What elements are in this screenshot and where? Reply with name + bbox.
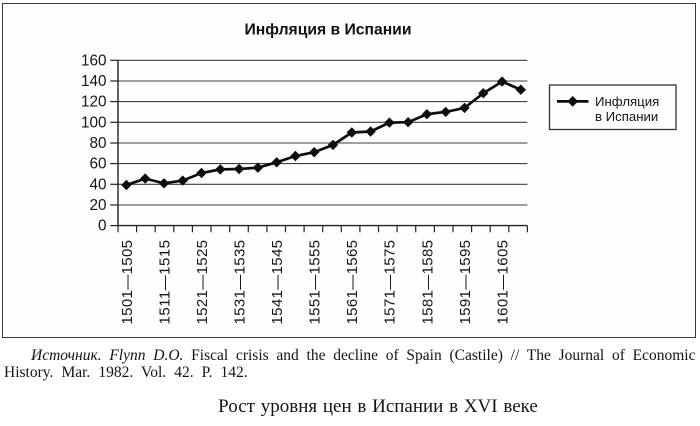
svg-text:120: 120: [81, 94, 107, 111]
svg-text:60: 60: [89, 156, 106, 173]
svg-text:1601—1605: 1601—1605: [494, 240, 511, 325]
svg-text:1581—1585: 1581—1585: [419, 240, 436, 325]
svg-text:1531—1535: 1531—1535: [232, 240, 249, 325]
svg-text:140: 140: [81, 73, 107, 90]
svg-text:1561—1565: 1561—1565: [344, 240, 361, 325]
svg-text:20: 20: [89, 197, 106, 214]
svg-text:100: 100: [81, 114, 107, 131]
svg-text:Инфляция в Испании: Инфляция в Испании: [245, 22, 412, 39]
svg-text:в Испании: в Испании: [595, 109, 658, 124]
svg-text:1571—1575: 1571—1575: [382, 240, 399, 325]
svg-text:80: 80: [89, 135, 106, 152]
svg-text:Инфляция: Инфляция: [595, 94, 659, 109]
svg-text:40: 40: [89, 176, 106, 193]
svg-text:1591—1595: 1591—1595: [457, 240, 474, 325]
svg-text:0: 0: [98, 218, 107, 235]
svg-text:1541—1545: 1541—1545: [269, 240, 286, 325]
svg-text:1551—1555: 1551—1555: [307, 240, 324, 325]
svg-text:160: 160: [81, 52, 107, 69]
svg-text:1521—1525: 1521—1525: [194, 240, 211, 325]
svg-text:1511—1515: 1511—1515: [156, 240, 173, 325]
svg-text:1501—1505: 1501—1505: [119, 240, 136, 325]
